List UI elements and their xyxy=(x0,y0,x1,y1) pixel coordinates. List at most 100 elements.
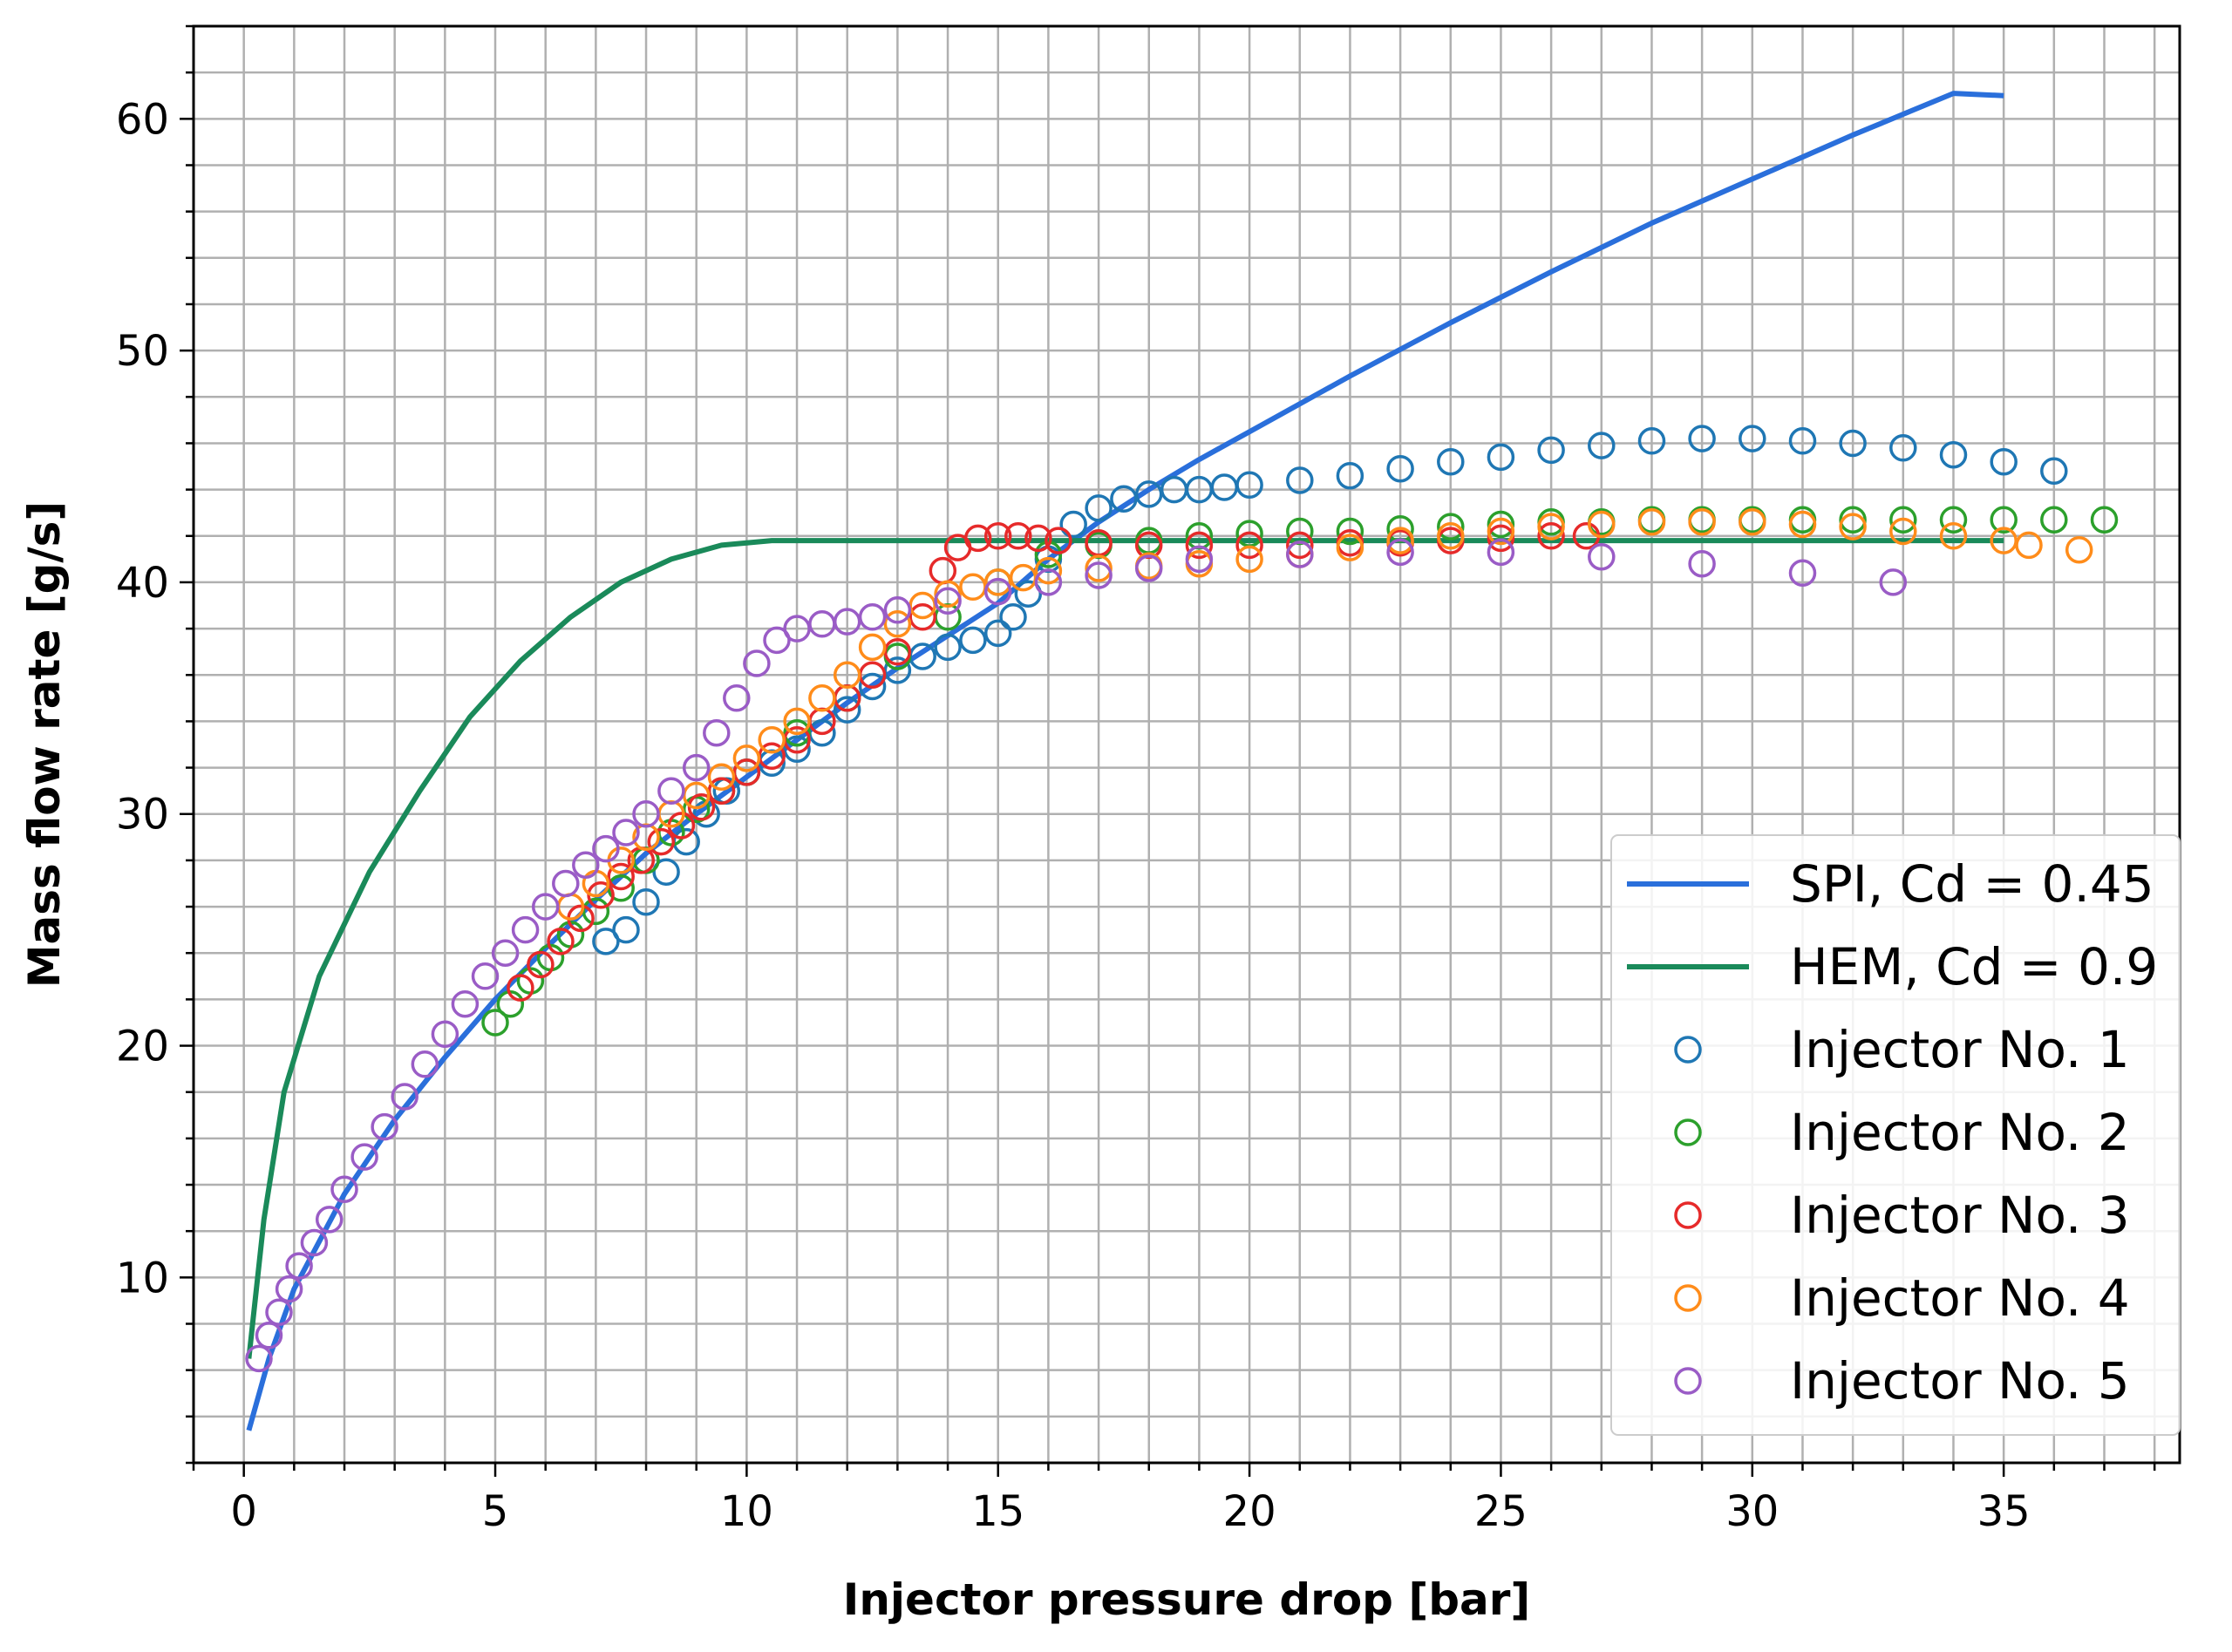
legend-entry: HEM, Cd = 0.9 xyxy=(1627,937,2158,996)
data-point xyxy=(547,928,575,955)
data-point xyxy=(1537,436,1565,465)
data-point xyxy=(411,1050,439,1078)
data-point xyxy=(883,596,912,624)
data-point xyxy=(1004,522,1032,550)
data-point xyxy=(983,619,1012,648)
data-point xyxy=(572,851,600,879)
data-point xyxy=(1386,527,1414,554)
data-point xyxy=(1286,466,1314,494)
series-2 xyxy=(246,538,2004,1359)
data-point xyxy=(2040,457,2068,486)
data-point xyxy=(858,603,887,631)
data-point xyxy=(883,656,912,684)
data-point xyxy=(1085,494,1113,522)
y-tick-label: 10 xyxy=(116,1254,169,1302)
data-point xyxy=(833,608,861,636)
data-point xyxy=(1788,427,1817,455)
legend-marker-swatch xyxy=(1674,1367,1702,1395)
data-point xyxy=(481,1009,509,1037)
data-point xyxy=(732,758,761,786)
data-point xyxy=(592,834,620,863)
legend-marker-swatch xyxy=(1674,1118,1702,1146)
data-point xyxy=(908,603,936,631)
data-point xyxy=(491,939,520,967)
x-tick-label: 5 xyxy=(482,1487,509,1536)
x-tick-label: 15 xyxy=(971,1487,1024,1536)
data-point xyxy=(1839,513,1867,540)
data-point xyxy=(1286,531,1314,560)
data-point xyxy=(265,1298,293,1326)
data-point xyxy=(1386,538,1414,567)
data-point xyxy=(858,633,887,662)
data-point xyxy=(1588,510,1616,539)
data-point xyxy=(1939,440,1968,469)
y-tick-label: 40 xyxy=(116,559,169,608)
data-point xyxy=(315,1206,344,1234)
data-point xyxy=(632,799,660,828)
data-point xyxy=(582,897,610,926)
legend-marker-swatch xyxy=(1674,1201,1702,1229)
data-point xyxy=(1437,522,1465,550)
x-tick-label: 30 xyxy=(1725,1487,1779,1536)
data-point xyxy=(507,974,534,1002)
y-tick-label: 50 xyxy=(116,327,169,376)
data-point xyxy=(703,718,731,747)
series-7 xyxy=(245,538,1908,1373)
data-point xyxy=(1437,513,1465,540)
data-point xyxy=(1134,554,1163,582)
data-point xyxy=(285,1252,313,1280)
data-point xyxy=(963,524,992,553)
data-point xyxy=(647,827,676,856)
data-point xyxy=(1487,538,1515,567)
data-point xyxy=(723,684,751,712)
data-point xyxy=(1085,554,1113,582)
data-point xyxy=(2015,531,2043,560)
series-5 xyxy=(507,522,1601,1002)
y-tick-label: 60 xyxy=(116,95,169,144)
data-point xyxy=(1034,568,1063,596)
data-point xyxy=(833,661,861,690)
legend-label: Injector No. 5 xyxy=(1790,1351,2130,1411)
legend-label: Injector No. 2 xyxy=(1790,1103,2130,1162)
data-point xyxy=(983,522,1012,550)
data-point xyxy=(1024,524,1052,553)
data-point xyxy=(763,626,791,655)
data-point xyxy=(858,672,887,701)
legend-label: Injector No. 3 xyxy=(1790,1186,2130,1245)
data-point xyxy=(1537,522,1565,550)
legend-entries: SPI, Cd = 0.45 HEM, Cd = 0.9 Injector No. … xyxy=(1627,854,2158,1411)
data-point xyxy=(592,928,620,955)
data-point xyxy=(1134,480,1163,508)
data-point xyxy=(1085,561,1113,589)
x-axis-title: Injector pressure drop [bar] xyxy=(843,1574,1531,1625)
data-point xyxy=(682,753,711,782)
data-point xyxy=(607,862,635,891)
data-point xyxy=(1588,432,1616,459)
data-point xyxy=(1939,522,1968,550)
data-point xyxy=(732,744,761,772)
data-point xyxy=(783,718,811,747)
data-point xyxy=(652,858,680,886)
data-point xyxy=(1487,443,1515,472)
data-point xyxy=(1286,540,1314,568)
data-point xyxy=(1336,534,1364,561)
data-point xyxy=(1487,517,1515,546)
data-point xyxy=(391,1083,418,1111)
data-point xyxy=(1185,531,1214,560)
data-point xyxy=(451,989,480,1018)
data-point xyxy=(1839,429,1867,458)
data-point xyxy=(275,1275,303,1303)
data-point xyxy=(999,603,1027,631)
tick-layer: 0 5 10 15 20 25 30 35 10 20 30 40 50 60 xyxy=(116,24,2156,1536)
y-axis-title: Mass flow rate [g/s] xyxy=(19,501,70,989)
data-point xyxy=(471,962,500,990)
data-point xyxy=(1990,506,2018,534)
series-layer xyxy=(245,91,2119,1431)
data-point xyxy=(1637,508,1666,536)
data-point xyxy=(743,649,771,677)
data-point xyxy=(1014,580,1043,608)
data-point xyxy=(783,707,811,736)
x-tick-label: 35 xyxy=(1977,1487,2031,1536)
legend-entry: Injector No. 3 xyxy=(1674,1186,2130,1245)
